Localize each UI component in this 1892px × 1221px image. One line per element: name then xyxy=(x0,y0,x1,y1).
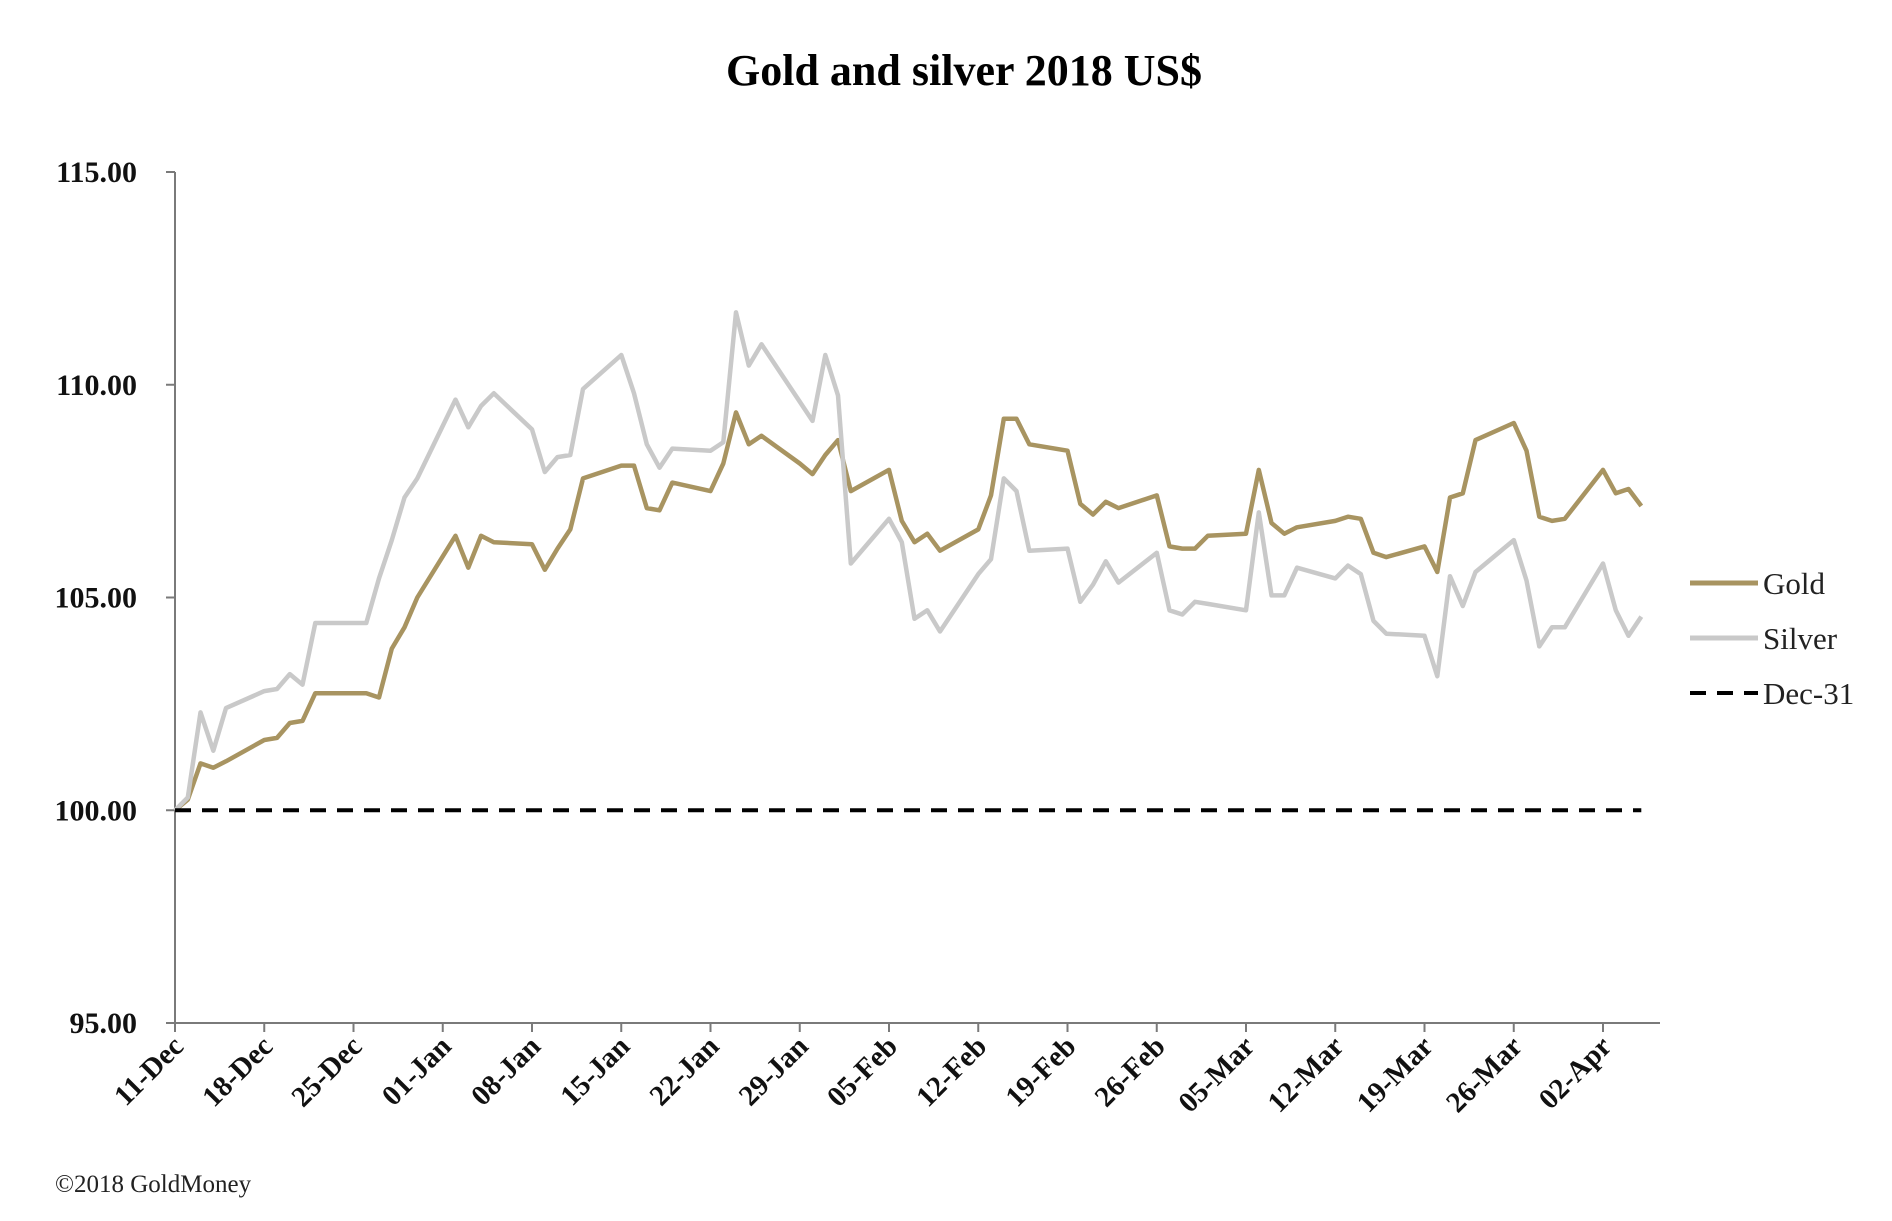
x-tick-label: 26-Mar xyxy=(1440,1030,1529,1119)
y-tick-label: 100.00 xyxy=(55,794,138,827)
x-tick-label: 12-Mar xyxy=(1262,1030,1351,1119)
x-tick-label: 05-Feb xyxy=(821,1030,904,1113)
x-tick-label: 08-Jan xyxy=(465,1030,547,1112)
x-tick-label: 25-Dec xyxy=(285,1030,368,1113)
series-line-silver xyxy=(173,310,1644,812)
plot-area: 95.00 100.00 105.00 110.00 115.00 11-Dec 18-De… xyxy=(55,156,1660,1119)
x-tick-label: 29-Jan xyxy=(733,1030,815,1112)
x-tick-label: 01-Jan xyxy=(376,1030,458,1112)
legend-label-dec-31: Dec-31 xyxy=(1763,676,1854,711)
series-line-gold xyxy=(173,410,1644,813)
x-tick-label: 18-Dec xyxy=(196,1030,279,1113)
legend-label-gold: Gold xyxy=(1763,566,1826,601)
legend-label-silver: Silver xyxy=(1763,621,1838,656)
chart-title: Gold and silver 2018 US$ xyxy=(726,46,1202,95)
x-tick-label: 12-Feb xyxy=(910,1030,993,1113)
y-tick-label: 105.00 xyxy=(55,582,138,615)
y-tick-label: 115.00 xyxy=(56,156,137,189)
y-tick-label: 110.00 xyxy=(56,369,137,402)
x-tick-label: 22-Jan xyxy=(644,1030,726,1112)
x-tick-label: 02-Apr xyxy=(1533,1030,1618,1115)
copyright-text: ©2018 GoldMoney xyxy=(55,1171,252,1198)
x-tick-label: 26-Feb xyxy=(1089,1030,1172,1113)
legend: Gold Silver Dec-31 xyxy=(1690,566,1854,711)
y-tick-label: 95.00 xyxy=(70,1007,138,1040)
x-tick-label: 05-Mar xyxy=(1172,1030,1261,1119)
x-tick-label: 19-Feb xyxy=(999,1030,1082,1113)
x-tick-label: 19-Mar xyxy=(1351,1030,1440,1119)
x-tick-label: 15-Jan xyxy=(554,1030,636,1112)
x-tick-label: 11-Dec xyxy=(108,1030,190,1112)
